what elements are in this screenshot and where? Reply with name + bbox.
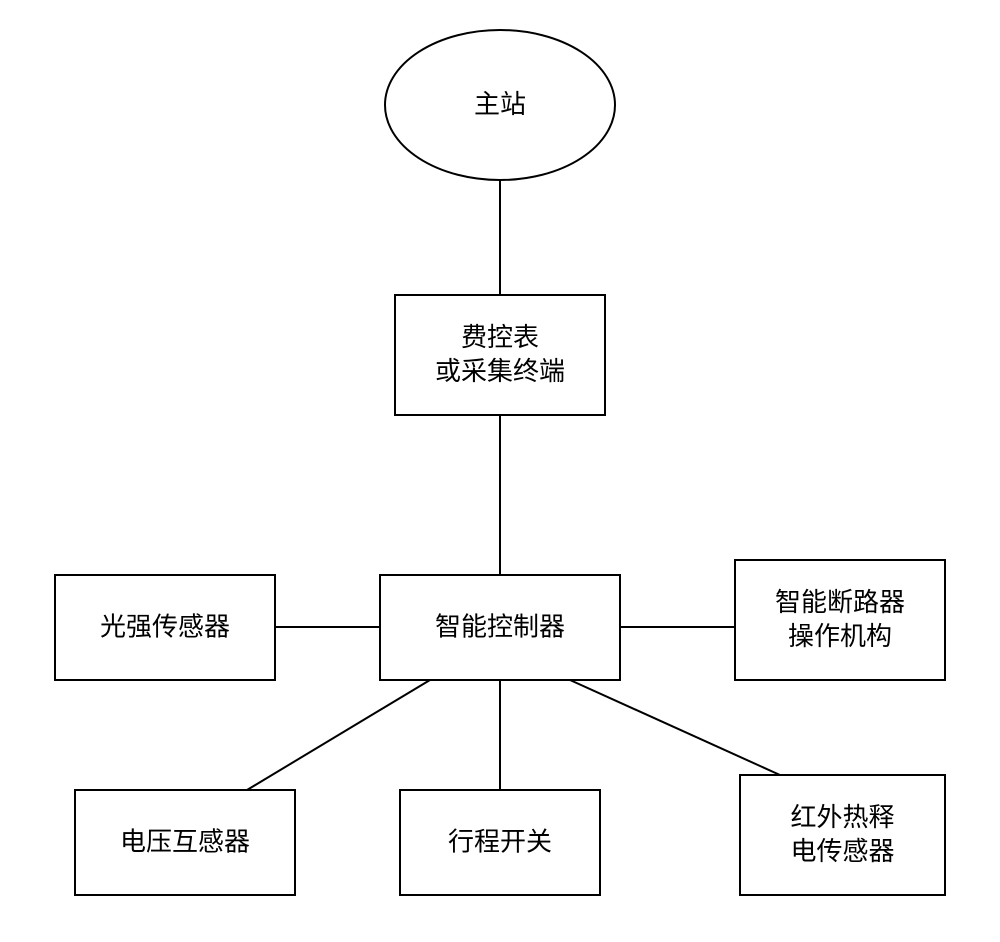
node-meter: 费控表或采集终端: [395, 295, 605, 415]
node-label: 行程开关: [448, 827, 552, 856]
node-pir_sensor: 红外热释电传感器: [740, 775, 945, 895]
node-voltage_transformer: 电压互感器: [75, 790, 295, 895]
node-label: 主站: [474, 90, 526, 119]
node-label-line: 智能断路器: [775, 588, 905, 617]
node-light_sensor: 光强传感器: [55, 575, 275, 680]
node-label: 智能控制器: [435, 612, 565, 641]
node-label-line: 费控表: [461, 323, 539, 352]
node-label: 光强传感器: [100, 612, 230, 641]
node-label-line: 操作机构: [788, 622, 892, 651]
edge: [247, 680, 430, 790]
node-label-line: 电传感器: [790, 837, 894, 866]
edge: [570, 680, 780, 775]
node-label-line: 或采集终端: [435, 357, 565, 386]
node-controller: 智能控制器: [380, 575, 620, 680]
node-master: 主站: [385, 30, 615, 180]
node-label-line: 红外热释: [790, 803, 894, 832]
node-travel_switch: 行程开关: [400, 790, 600, 895]
node-breaker: 智能断路器操作机构: [735, 560, 945, 680]
node-label: 电压互感器: [120, 827, 250, 856]
